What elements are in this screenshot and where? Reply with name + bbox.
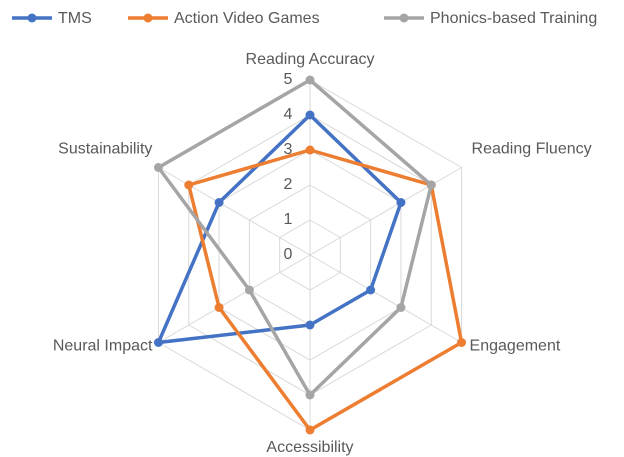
data-point	[214, 303, 224, 312]
data-point	[244, 285, 254, 295]
spoke	[309, 167, 462, 256]
r-tick-label: 1	[284, 211, 293, 228]
category-label: Sustainability	[58, 141, 152, 158]
spoke	[309, 254, 462, 343]
category-label: Neural Impact	[53, 338, 153, 355]
legend-label: Action Video Games	[174, 10, 320, 27]
data-point	[396, 303, 406, 312]
data-point	[305, 110, 315, 120]
legend-marker	[27, 13, 37, 23]
data-point	[305, 75, 315, 85]
legend-label: TMS	[58, 10, 92, 27]
r-tick-label: 3	[284, 141, 293, 158]
data-point	[153, 338, 163, 347]
r-tick-label: 5	[284, 71, 293, 88]
category-label: Engagement	[470, 338, 561, 355]
data-point	[305, 145, 315, 155]
data-point	[396, 198, 406, 207]
data-point	[305, 425, 315, 435]
legend-label: Phonics-based Training	[430, 10, 597, 27]
spoke	[158, 167, 311, 256]
r-tick-label: 0	[284, 246, 293, 263]
legend-marker	[399, 13, 409, 23]
data-point	[457, 338, 467, 347]
data-point	[305, 390, 315, 400]
series-line	[156, 113, 403, 345]
legend-marker	[143, 13, 153, 23]
data-point	[153, 163, 163, 172]
spoke	[158, 254, 311, 343]
category-label: Reading Fluency	[472, 141, 592, 158]
data-point	[214, 198, 224, 207]
r-tick-label: 2	[284, 176, 293, 193]
data-point	[184, 180, 194, 190]
category-label: Accessibility	[266, 439, 353, 456]
category-label: Reading Accuracy	[246, 51, 375, 68]
data-point	[305, 320, 315, 330]
data-point	[366, 285, 376, 295]
data-point	[426, 180, 436, 190]
r-tick-label: 4	[284, 106, 293, 123]
